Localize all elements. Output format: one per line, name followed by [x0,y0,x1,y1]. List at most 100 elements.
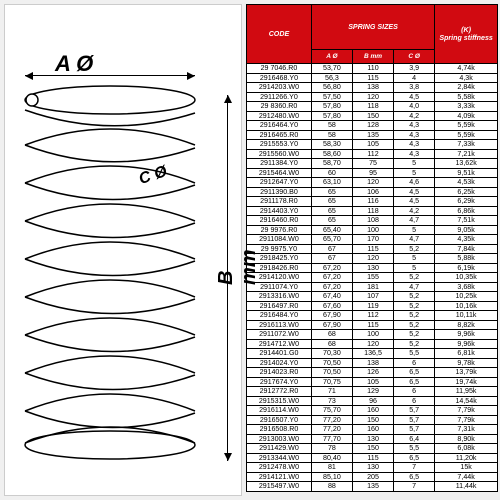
table-cell: 4,7 [394,282,435,292]
table-row: 2915464.W0609559,51k [247,168,498,178]
table-cell: 2912772.R0 [247,387,312,397]
table-cell: 10,11k [435,311,498,321]
table-cell: 63,10 [311,178,352,188]
table-cell: 130 [352,263,393,273]
table-cell: 7 [394,463,435,473]
table-cell: 2915553.Y0 [247,140,312,150]
table-cell: 4,3 [394,130,435,140]
table-row: 2916508.R077,201605,77,31k [247,425,498,435]
table-cell: 3,68k [435,282,498,292]
table-cell: 4,7 [394,235,435,245]
table-cell: 4,5 [394,187,435,197]
table-row: 2912480.W057,801504,24,09k [247,111,498,121]
table-cell: 2916460.R0 [247,216,312,226]
table-cell: 181 [352,282,393,292]
table-cell: 5,2 [394,301,435,311]
table-cell: 5 [394,254,435,264]
table-row: 2914120.W067,201555,210,35k [247,273,498,283]
table-cell: 96 [352,396,393,406]
table-cell: 67,40 [311,292,352,302]
table-row: 2918425.Y06712055,88k [247,254,498,264]
table-cell: 7,79k [435,415,498,425]
table-cell: 2916507.Y0 [247,415,312,425]
th-k2-label: Spring stiffness [439,34,492,42]
table-cell: 112 [352,311,393,321]
table-cell: 115 [352,73,393,83]
th-k-label: (K) [461,26,471,34]
table-cell: 2911429.W0 [247,444,312,454]
table-cell: 100 [352,330,393,340]
table-cell: 4,7 [394,216,435,226]
table-cell: 2,84k [435,83,498,93]
table-cell: 2917674.Y0 [247,377,312,387]
table-cell: 2915464.W0 [247,168,312,178]
table-row: 2916484.Y067,901125,210,11k [247,311,498,321]
table-cell: 2912478.W0 [247,463,312,473]
table-cell: 75,70 [311,406,352,416]
table-cell: 9,78k [435,358,498,368]
table-row: 2915560.W058,601124,37,21k [247,149,498,159]
table-cell: 65 [311,187,352,197]
table-cell: 77,20 [311,415,352,425]
table-row: 2911178.R0651164,56,29k [247,197,498,207]
table-cell: 56,80 [311,83,352,93]
table-cell: 2914023.R0 [247,368,312,378]
table-cell: 155 [352,273,393,283]
table-cell: 58 [311,121,352,131]
dimension-line-a [25,75,195,77]
table-cell: 5,2 [394,311,435,321]
table-row: 29 9976.R065,4010059,05k [247,225,498,235]
table-cell: 68 [311,339,352,349]
table-cell: 6,25k [435,187,498,197]
table-cell: 138 [352,358,393,368]
table-cell: 11,20k [435,453,498,463]
spring-table-container: CODE SPRING SIZES (K) Spring stiffness A… [246,4,498,494]
table-cell: 130 [352,434,393,444]
table-cell: 6,19k [435,263,498,273]
table-cell: 135 [352,482,393,492]
table-cell: 9,96k [435,339,498,349]
table-cell: 70,75 [311,377,352,387]
table-row: 2918426.R067,2013056,19k [247,263,498,273]
table-cell: 67,60 [311,301,352,311]
table-cell: 4,6 [394,178,435,188]
table-cell: 2916114.W0 [247,406,312,416]
table-cell: 8,90k [435,434,498,444]
table-row: 2913344.W080,401156,511,20k [247,453,498,463]
table-cell: 6,29k [435,197,498,207]
table-cell: 2916508.R0 [247,425,312,435]
table-cell: 68 [311,330,352,340]
spring-diagram: A Ø C Ø B mm [4,4,242,496]
table-cell: 4,2 [394,111,435,121]
table-cell: 4,3k [435,73,498,83]
table-row: 2911074.Y067,201814,73,68k [247,282,498,292]
table-cell: 5,58k [435,92,498,102]
table-cell: 108 [352,216,393,226]
table-cell: 6,81k [435,349,498,359]
table-cell: 4,2 [394,206,435,216]
table-cell: 5,7 [394,425,435,435]
label-a-diameter: A Ø [55,51,93,77]
table-cell: 2914024.Y0 [247,358,312,368]
table-row: 2916468.Y056,311544,3k [247,73,498,83]
table-row: 2911266.Y057,501204,55,58k [247,92,498,102]
table-cell: 2914401.G0 [247,349,312,359]
table-cell: 6 [394,396,435,406]
table-cell: 120 [352,92,393,102]
table-cell: 9,51k [435,168,498,178]
table-cell: 2914203.W0 [247,83,312,93]
table-cell: 110 [352,64,393,74]
dimension-line-b [227,95,229,461]
table-cell: 120 [352,254,393,264]
table-cell: 5 [394,168,435,178]
table-cell: 150 [352,111,393,121]
table-row: 2911390.B0651064,56,25k [247,187,498,197]
table-cell: 57,80 [311,111,352,121]
table-cell: 9,05k [435,225,498,235]
table-cell: 60 [311,168,352,178]
table-row: 2916497.R067,601195,210,16k [247,301,498,311]
table-cell: 5,2 [394,244,435,254]
table-cell: 78 [311,444,352,454]
table-cell: 57,80 [311,102,352,112]
table-cell: 5,2 [394,273,435,283]
